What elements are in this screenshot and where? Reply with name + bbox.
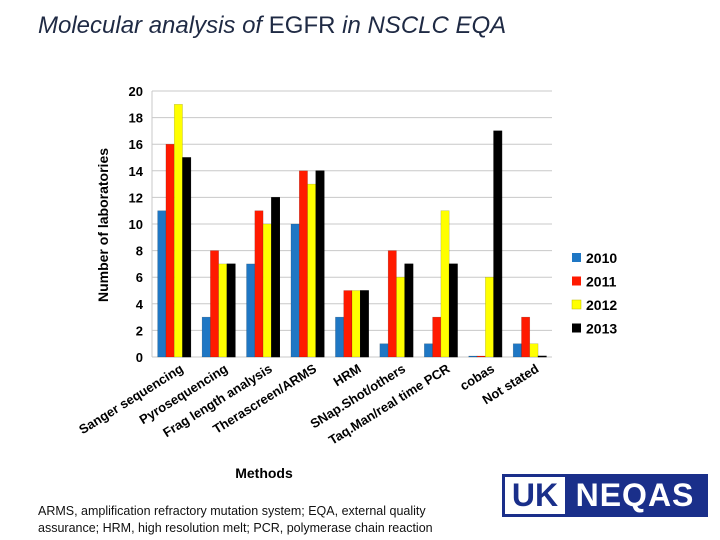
- y-tick-label: 10: [129, 217, 143, 232]
- title-gene-name: EGFR: [268, 12, 336, 39]
- bar-2013-1: [226, 263, 236, 358]
- bar-2013-7: [493, 130, 503, 358]
- bar-2010-2: [246, 263, 256, 358]
- bar-2010-6: [424, 343, 433, 358]
- legend-swatch-2010: [572, 253, 581, 262]
- bar-2011-0: [165, 143, 175, 358]
- y-axis-title: Number of laboratories: [95, 148, 111, 302]
- y-tick-label: 16: [129, 137, 143, 152]
- bar-2012-0: [173, 104, 183, 358]
- bar-2010-4: [335, 316, 344, 358]
- y-tick-label: 8: [136, 244, 143, 259]
- bar-2012-6: [440, 210, 450, 358]
- legend-label-2010: 2010: [586, 250, 617, 266]
- bar-2011-8: [521, 316, 531, 358]
- legend-swatch-2012: [571, 299, 582, 310]
- legend-swatch-2013: [572, 323, 581, 333]
- bar-2011-1: [210, 250, 219, 358]
- bar-2010-8: [512, 343, 522, 358]
- y-tick-label: 14: [129, 164, 144, 179]
- footnote: ARMS, amplification refractory mutation …: [38, 504, 433, 535]
- bar-2011-2: [254, 210, 264, 358]
- legend-label-2011: 2011: [586, 274, 617, 290]
- bar-2011-7: [476, 355, 486, 358]
- bars: [157, 104, 547, 358]
- bar-2013-6: [448, 263, 458, 358]
- bar-2013-2: [271, 197, 280, 358]
- bar-2013-3: [315, 170, 325, 358]
- title-part-3: in NSCLC EQA: [342, 12, 507, 39]
- legend: 2010 2011 2012 2013: [571, 250, 617, 337]
- y-tick-labels: 0 2 4 6 8 10 12 14 16 18 20: [129, 84, 144, 365]
- bar-2012-8: [529, 343, 539, 358]
- bar-2013-4: [360, 290, 369, 358]
- bar-2011-4: [343, 290, 353, 358]
- logo-uk-text: UK: [505, 477, 565, 514]
- bar-2010-5: [379, 343, 389, 358]
- bar-2011-6: [432, 316, 442, 358]
- bar-2012-1: [218, 263, 228, 358]
- bar-2010-0: [157, 210, 167, 358]
- y-tick-label: 18: [129, 111, 143, 126]
- y-tick-label: 6: [136, 270, 143, 285]
- bar-2013-8: [537, 355, 547, 358]
- legend-label-2012: 2012: [586, 297, 617, 313]
- title-part-1: Molecular analysis of: [38, 12, 263, 39]
- bar-2012-2: [262, 223, 272, 358]
- y-tick-label: 12: [129, 190, 143, 205]
- bar-2011-3: [299, 170, 308, 358]
- uk-neqas-logo: UK NEQAS: [502, 474, 708, 517]
- x-tick-label: HRM: [331, 361, 364, 389]
- bar-2013-5: [404, 263, 414, 358]
- y-tick-label: 4: [136, 297, 144, 312]
- bar-2010-3: [290, 223, 300, 358]
- legend-label-2013: 2013: [586, 321, 617, 337]
- bar-2010-7: [468, 355, 478, 358]
- legend-swatch-2011: [572, 276, 581, 286]
- bar-2012-3: [307, 183, 317, 358]
- bar-2011-5: [387, 250, 397, 358]
- bar-2012-4: [351, 290, 361, 358]
- bar-2012-5: [396, 276, 405, 358]
- slide-title: Molecular analysis of EGFR in NSCLC EQA: [38, 12, 506, 40]
- bar-2013-0: [182, 157, 192, 358]
- bar-2012-7: [485, 276, 494, 358]
- logo-neqas-text: NEQAS: [565, 477, 705, 514]
- y-tick-label: 20: [129, 84, 143, 99]
- y-tick-label: 2: [136, 323, 143, 338]
- x-axis-title: Methods: [235, 465, 293, 481]
- y-tick-label: 0: [136, 350, 143, 365]
- bar-2010-1: [201, 316, 211, 358]
